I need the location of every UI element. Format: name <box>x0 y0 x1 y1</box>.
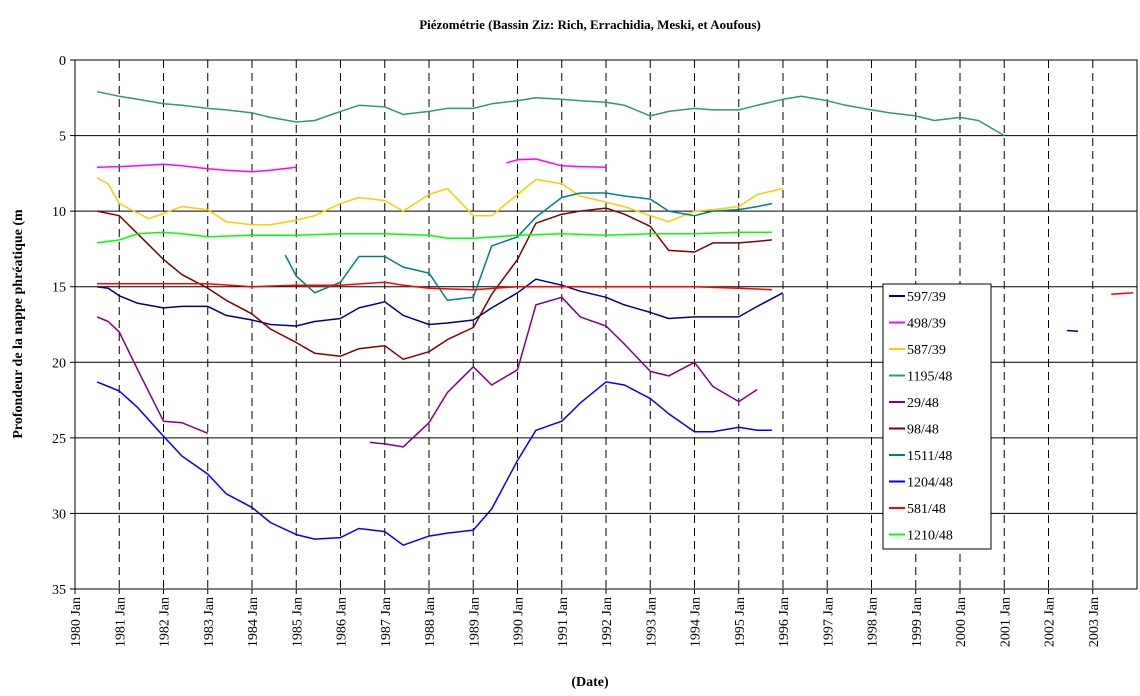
x-tick-label: 1988 Jan <box>423 597 438 647</box>
x-tick-label: 1987 Jan <box>379 597 394 647</box>
series-line <box>96 231 772 244</box>
series-1204-48 <box>96 381 772 546</box>
x-tick-label: 1991 Jan <box>556 597 571 647</box>
y-tick-label: 0 <box>59 54 66 69</box>
x-tick-label: 1990 Jan <box>512 597 527 647</box>
x-tick-label: 2003 Jan <box>1087 597 1102 647</box>
series-line <box>1111 292 1134 296</box>
legend-label: 498/39 <box>907 317 946 332</box>
series-line <box>96 90 1005 137</box>
series-line <box>97 163 297 173</box>
x-axis-title: (Date) <box>571 675 609 690</box>
y-axis-ticks: 0 5 10 15 20 25 30 35 <box>52 54 75 598</box>
legend-label: 597/39 <box>907 290 946 305</box>
series-line <box>369 296 758 448</box>
y-tick-label: 20 <box>52 356 66 371</box>
legend-label: 98/48 <box>907 423 939 438</box>
x-tick-label: 1982 Jan <box>158 597 173 647</box>
x-tick-label: 1989 Jan <box>467 597 482 647</box>
series-98-48 <box>96 207 772 361</box>
series-1210-48 <box>96 231 772 244</box>
x-tick-label: 1992 Jan <box>600 597 615 647</box>
x-tick-label: 1984 Jan <box>246 597 261 647</box>
series-line <box>96 207 772 361</box>
x-tick-label: 1980 Jan <box>69 597 84 647</box>
y-tick-label: 25 <box>52 432 66 447</box>
x-tick-label: 1983 Jan <box>202 597 217 647</box>
legend-label: 29/48 <box>907 396 939 411</box>
x-tick-label: 1998 Jan <box>866 597 881 647</box>
legend-label: 587/39 <box>907 343 946 358</box>
x-axis-ticks: 1980 Jan 1981 Jan 1982 Jan 1983 Jan 1984 Jan… <box>69 589 1102 647</box>
x-tick-label: 1996 Jan <box>777 597 792 647</box>
series-498-39 <box>97 158 607 173</box>
y-tick-label: 15 <box>52 281 66 296</box>
series-587-39 <box>96 177 784 226</box>
series-1195-48 <box>96 90 1005 137</box>
legend: 597/39 498/39 587/39 1195/48 29/48 98/48 1511/… <box>882 283 992 550</box>
y-axis-title: Profondeur de la nappe phréatique (m <box>11 209 26 439</box>
series-29-48 <box>96 296 758 448</box>
series-597-39 <box>96 278 1079 333</box>
series-line <box>96 381 772 546</box>
x-tick-label: 1993 Jan <box>644 597 659 647</box>
legend-label: 581/48 <box>907 502 946 517</box>
x-tick-label: 1986 Jan <box>335 597 350 647</box>
series-line <box>96 177 784 226</box>
x-tick-label: 1985 Jan <box>290 597 305 647</box>
y-tick-label: 5 <box>59 130 66 145</box>
series-line <box>1066 329 1079 333</box>
legend-label: 1195/48 <box>907 370 952 385</box>
x-tick-label: 1997 Jan <box>821 597 836 647</box>
y-tick-label: 35 <box>52 583 66 598</box>
series-line <box>97 281 772 291</box>
x-tick-label: 1995 Jan <box>733 597 748 647</box>
x-tick-label: 1994 Jan <box>689 597 704 647</box>
y-tick-label: 30 <box>52 507 66 522</box>
y-tick-label: 10 <box>52 205 66 220</box>
x-tick-label: 1981 Jan <box>113 597 128 647</box>
legend-label: 1204/48 <box>907 476 953 491</box>
chart-title: Piézométrie (Bassin Ziz: Rich, Errachidi… <box>419 17 761 32</box>
series-lines <box>96 90 1134 546</box>
legend-label: 1511/48 <box>907 449 952 464</box>
series-line <box>506 158 607 169</box>
series-581-48 <box>97 281 1134 296</box>
x-tick-label: 1999 Jan <box>910 597 925 647</box>
x-tick-label: 2001 Jan <box>998 597 1013 647</box>
x-tick-label: 2000 Jan <box>954 597 969 647</box>
x-tick-label: 2002 Jan <box>1043 597 1058 647</box>
series-1511-48 <box>284 192 773 302</box>
series-line <box>96 278 784 327</box>
legend-box <box>882 283 992 550</box>
series-line <box>96 316 209 434</box>
series-line <box>284 192 773 302</box>
legend-label: 1210/48 <box>907 529 953 544</box>
